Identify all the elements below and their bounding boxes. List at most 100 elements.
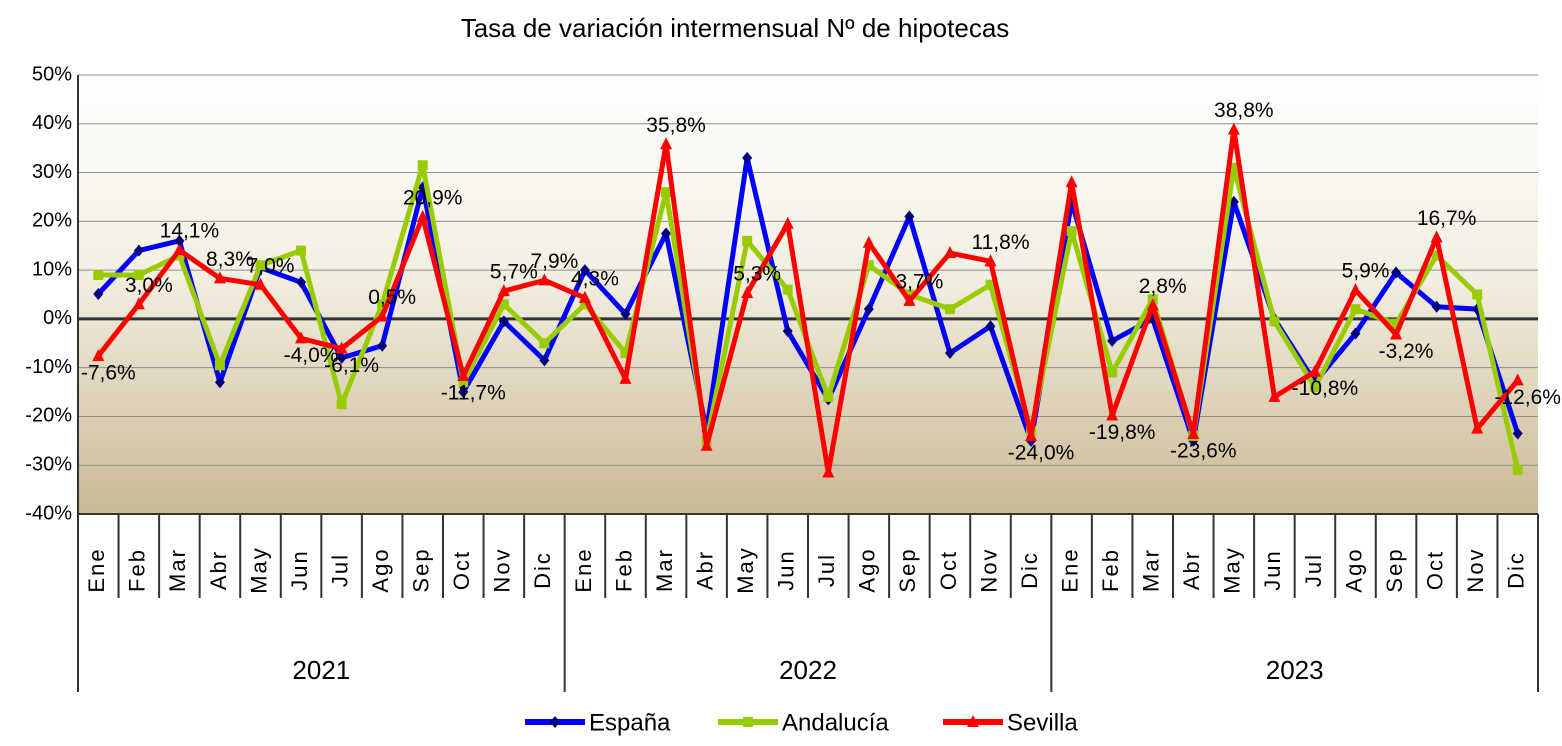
x-tick-label: Nov: [976, 547, 1001, 592]
data-point: [539, 354, 550, 367]
y-tick-label: -20%: [25, 405, 72, 427]
x-tick-label: Mar: [165, 548, 190, 592]
data-point: [1066, 226, 1077, 237]
x-tick-label: Feb: [611, 548, 636, 592]
data-point: [1269, 316, 1280, 327]
data-point: [93, 269, 104, 280]
y-tick-label: -30%: [25, 454, 72, 476]
data-point: [967, 715, 979, 727]
data-label: -24,0%: [1008, 442, 1075, 465]
data-point: [1227, 122, 1240, 135]
data-point: [296, 276, 307, 289]
x-tick-label: Jun: [1260, 549, 1285, 590]
data-point: [132, 297, 145, 310]
data-point: [1187, 427, 1200, 440]
data-point: [498, 299, 509, 310]
data-label: -10,8%: [1292, 377, 1359, 400]
data-point: [174, 250, 185, 261]
data-point: [743, 717, 753, 727]
data-label: -4,0%: [284, 344, 339, 367]
y-tick-label: 40%: [32, 112, 72, 134]
x-tick-label: Oct: [1422, 550, 1447, 590]
data-point: [93, 288, 104, 301]
x-tick-label: Dic: [530, 551, 555, 589]
data-point: [457, 368, 470, 381]
data-label: -19,8%: [1089, 421, 1156, 444]
data-point: [620, 308, 631, 321]
y-tick-label: 0%: [43, 307, 72, 329]
x-tick-label: Sep: [895, 547, 920, 592]
data-label: -23,6%: [1170, 440, 1237, 463]
data-point: [213, 271, 226, 284]
x-tick-label: Sep: [1382, 547, 1407, 592]
data-point: [458, 377, 469, 388]
data-point: [1268, 389, 1281, 402]
data-point: [1107, 367, 1118, 378]
data-point: [550, 716, 560, 728]
data-point: [579, 299, 590, 310]
x-tick-label: Jun: [774, 549, 799, 590]
data-point: [984, 254, 997, 267]
data-point: [416, 209, 429, 222]
data-point: [904, 210, 915, 223]
data-point: [336, 399, 347, 410]
data-label: -3,2%: [1379, 340, 1434, 363]
x-tick-label: Abr: [1179, 550, 1204, 590]
x-tick-label: Dic: [1017, 551, 1042, 589]
data-point: [1512, 465, 1523, 476]
data-point: [944, 347, 955, 360]
data-point: [1511, 373, 1524, 386]
data-point: [1472, 289, 1483, 300]
x-tick-label: Ene: [84, 547, 109, 592]
data-point: [1065, 175, 1078, 188]
data-point: [661, 227, 672, 240]
data-point: [862, 235, 875, 248]
data-label: 2,8%: [1139, 275, 1187, 298]
data-point: [742, 151, 753, 164]
x-tick-label: May: [733, 546, 758, 594]
data-label: 14,1%: [160, 220, 220, 243]
data-point: [336, 351, 347, 364]
x-tick-label: Ago: [368, 547, 393, 592]
data-point: [335, 341, 348, 354]
data-point: [579, 264, 590, 277]
data-point: [417, 160, 428, 171]
data-point: [1391, 318, 1402, 329]
x-tick-label: Ene: [571, 547, 596, 592]
x-tick-label: Nov: [490, 547, 515, 592]
data-label: 38,8%: [1214, 99, 1274, 122]
x-tick-label: Feb: [125, 548, 150, 592]
data-point: [782, 284, 793, 295]
data-point: [1471, 421, 1484, 434]
data-point: [133, 269, 144, 280]
data-point: [498, 315, 509, 328]
data-point: [254, 277, 267, 290]
data-label: -12,6%: [1494, 386, 1561, 409]
data-label: 11,8%: [972, 231, 1030, 254]
data-point: [823, 391, 834, 402]
data-point: [943, 246, 956, 259]
y-tick-label: -40%: [25, 502, 72, 524]
data-point: [863, 260, 874, 271]
x-tick-label: Oct: [936, 550, 961, 590]
data-label: 5,3%: [733, 263, 781, 286]
data-point: [458, 386, 469, 399]
data-point: [92, 348, 105, 361]
data-label: 5,9%: [1342, 260, 1390, 283]
data-point: [620, 348, 631, 359]
data-label: -11,7%: [441, 382, 506, 405]
x-tick-label: May: [246, 546, 271, 594]
data-point: [538, 273, 551, 286]
data-label: 4,3%: [571, 267, 619, 290]
data-point: [985, 279, 996, 290]
legend-label: Andalucía: [782, 709, 889, 736]
y-tick-label: 30%: [32, 161, 72, 183]
data-point: [700, 438, 713, 451]
data-label: -7,6%: [81, 362, 136, 385]
data-point: [1430, 230, 1443, 243]
x-tick-label: Ago: [855, 547, 880, 592]
data-point: [661, 187, 672, 198]
x-tick-label: Oct: [449, 550, 474, 590]
x-tick-label: Jun: [287, 549, 312, 590]
